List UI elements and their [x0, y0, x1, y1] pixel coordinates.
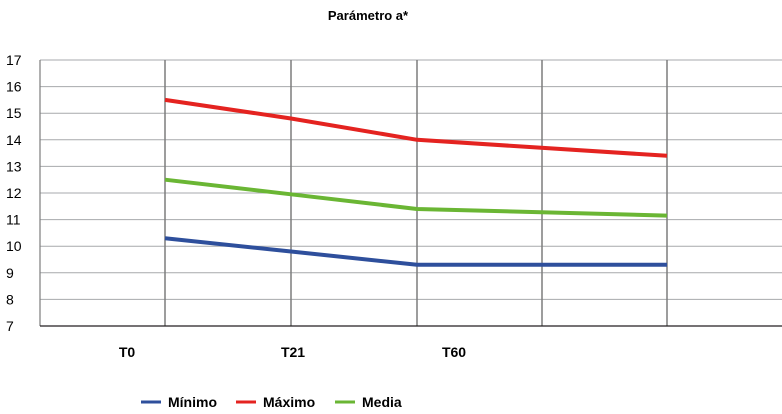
y-tick-label: 13	[6, 158, 22, 174]
x-tick-label: T60	[442, 344, 466, 360]
chart-title: Parámetro a*	[328, 8, 409, 23]
y-tick-label: 9	[6, 265, 14, 281]
y-tick-label: 8	[6, 291, 14, 307]
series-line-media	[164, 177, 668, 218]
legend: Mínimo Máximo Media	[141, 394, 402, 410]
y-tick-label: 12	[6, 185, 22, 201]
x-tick-label: T0	[119, 344, 136, 360]
legend-label: Media	[362, 394, 402, 410]
plot-grid	[39, 59, 782, 327]
y-tick-label: 11	[6, 212, 21, 228]
series-lines	[164, 97, 668, 267]
x-axis-ticks: T0 T21 T60	[119, 344, 466, 360]
y-axis-ticks: 7 8 9 10 11 12 13 14 15 16 17	[6, 52, 22, 334]
series-line-máximo	[164, 97, 668, 158]
series-line-mínimo	[164, 236, 667, 267]
y-tick-label: 16	[6, 79, 22, 95]
legend-label: Máximo	[263, 394, 315, 410]
y-tick-label: 14	[6, 132, 22, 148]
y-tick-label: 15	[6, 105, 22, 121]
x-tick-label: T21	[281, 344, 305, 360]
y-tick-label: 7	[6, 318, 14, 334]
legend-label: Mínimo	[168, 394, 217, 410]
y-tick-label: 17	[6, 52, 22, 68]
y-tick-label: 10	[6, 238, 22, 254]
